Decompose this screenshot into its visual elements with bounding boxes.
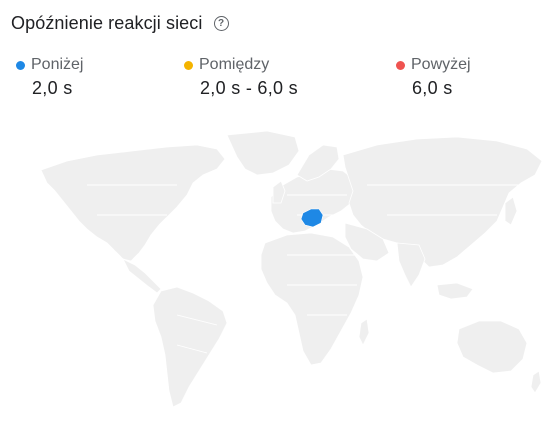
legend-label: Powyżej: [411, 56, 471, 73]
region-madagascar: [358, 318, 370, 346]
region-central-america: [122, 258, 162, 294]
region-middle-east: [344, 222, 390, 262]
legend-value: 2,0 s - 6,0 s: [200, 78, 298, 98]
region-greenland: [226, 130, 300, 176]
region-poland: [300, 208, 324, 228]
legend: Poniżej 2,0 s Pomiędzy 2,0 s - 6,0 s Pow…: [0, 56, 559, 106]
legend-label: Poniżej: [31, 56, 84, 73]
legend-dot-blue: [16, 60, 25, 70]
region-north-america: [40, 144, 226, 262]
region-scandinavia: [296, 144, 340, 182]
legend-dot-yellow: [184, 60, 193, 70]
region-japan: [504, 196, 518, 226]
help-icon[interactable]: ?: [213, 16, 229, 31]
legend-item-above: Powyżej 6,0 s: [396, 56, 471, 99]
legend-label: Pomiędzy: [199, 56, 270, 73]
region-southeast-asia: [436, 282, 474, 300]
region-south-america: [152, 286, 228, 408]
region-asia: [342, 136, 543, 268]
region-australia: [456, 320, 528, 374]
world-map[interactable]: [27, 125, 546, 415]
region-india: [396, 242, 426, 288]
header: Opóźnienie reakcji sieci ?: [11, 13, 229, 34]
region-africa: [260, 232, 364, 366]
legend-item-between: Pomiędzy 2,0 s - 6,0 s: [184, 56, 298, 99]
page-title: Opóźnienie reakcji sieci: [11, 13, 203, 33]
legend-item-below: Poniżej 2,0 s: [16, 56, 83, 99]
map-borders: [87, 184, 527, 354]
region-uk: [272, 180, 286, 204]
legend-value: 2,0 s: [32, 78, 73, 98]
region-new-zealand: [530, 370, 542, 394]
legend-value: 6,0 s: [412, 78, 453, 98]
legend-dot-red: [396, 60, 405, 70]
